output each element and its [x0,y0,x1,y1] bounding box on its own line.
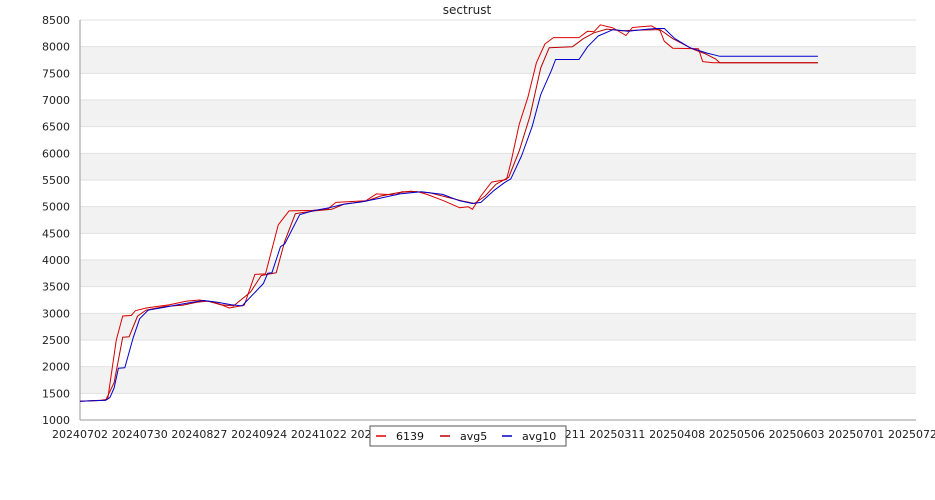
y-tick-label: 2000 [42,361,70,374]
y-tick-label: 1500 [42,387,70,400]
grid-band [80,366,916,394]
x-tick-label: 20240702 [52,428,108,441]
grid-band [80,46,916,74]
y-axis: 1000 1500 2000 2500 3000 3500 4000 4500 5000 5500… [42,14,70,427]
y-tick-label: 3000 [42,307,70,320]
legend-box [369,425,567,447]
legend-label-6139: 6139 [396,430,424,443]
chart-title: sectrust [443,3,492,17]
x-tick-label: 20250603 [769,428,825,441]
x-tick-label: 20241022 [291,428,347,441]
grid-band [80,100,916,127]
grid-band [80,260,916,287]
y-tick-label: 7000 [42,94,70,107]
grid-bands [80,19,916,421]
x-tick-label: 20250701 [828,428,884,441]
grid-band [80,313,916,340]
legend-label-avg5: avg5 [460,430,487,443]
y-tick-label: 7500 [42,67,70,80]
y-tick-label: 8000 [42,41,70,54]
x-tick-label: 20250729 [888,428,935,441]
x-tick-label: 20250408 [649,428,705,441]
y-tick-label: 4000 [42,254,70,267]
y-tick-label: 8500 [42,14,70,27]
y-tick-label: 3500 [42,281,70,294]
y-tick-label: 6000 [42,147,70,160]
legend: 6139 avg5 avg10 [369,425,567,447]
grid-band [80,206,916,234]
x-tick-label: 20240924 [231,428,287,441]
x-tick-label: 20240827 [171,428,227,441]
legend-label-avg10: avg10 [522,430,556,443]
y-tick-label: 5500 [42,174,70,187]
x-tick-label: 20240730 [112,428,168,441]
series-lines [79,24,818,402]
plot-frame [79,20,916,421]
x-tick-label: 20250311 [589,428,645,441]
y-tick-label: 1000 [42,414,70,427]
grid-band [80,153,916,180]
y-tick-label: 2500 [42,334,70,347]
series-line-avg10 [79,28,818,402]
y-tick-label: 4500 [42,227,70,240]
x-tick-label: 20250506 [709,428,765,441]
y-tick-label: 5000 [42,201,70,214]
y-tick-label: 6500 [42,121,70,134]
